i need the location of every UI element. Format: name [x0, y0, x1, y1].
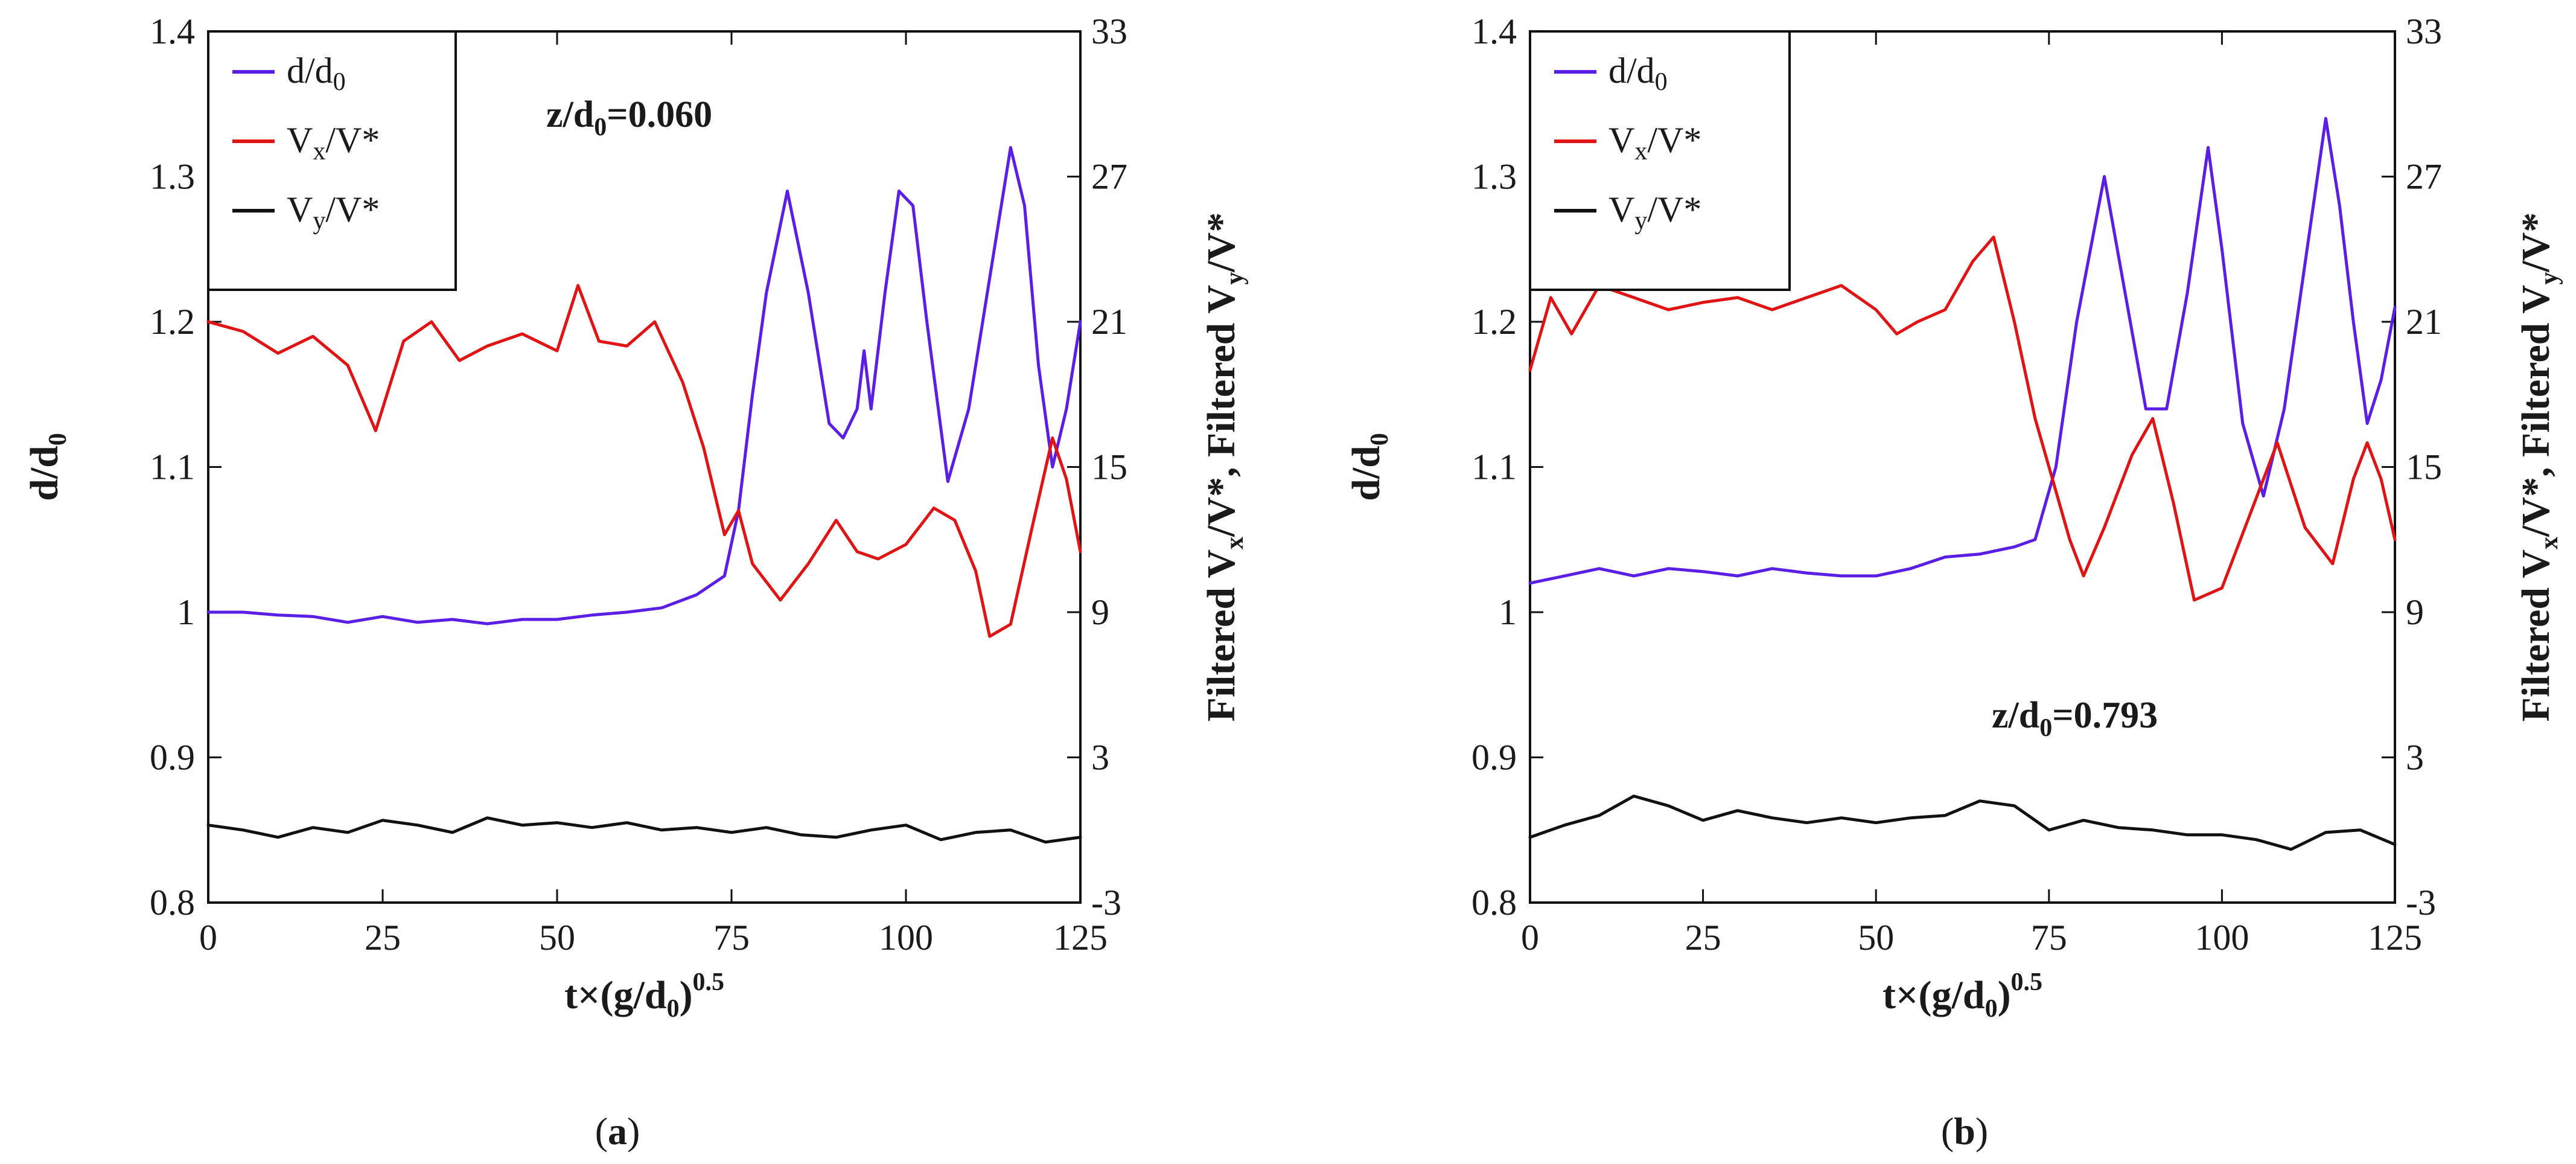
y-right-tick-label: 9: [2406, 592, 2424, 632]
x-tick-label: 50: [539, 918, 575, 958]
y-right-tick-label: -3: [1091, 883, 1121, 923]
legend-label: Vy/V*: [287, 190, 380, 235]
panel-caption: (b): [1941, 1110, 1988, 1153]
panel-a: 0 25 50 75 100 125 0.8 0.9 1 1.1 1.2 1.3 1.4 -3 3 9 15 21…: [22, 11, 1249, 1153]
x-tick-label: 0: [1521, 918, 1539, 958]
legend-label: Vy/V*: [1608, 190, 1701, 235]
y-left-axis-label: d/d0: [22, 433, 72, 501]
y-left-axis-label: d/d0: [1344, 433, 1394, 501]
legend: d/d0 Vx/V* Vy/V*: [207, 30, 457, 291]
series-line-vy-v-: [1528, 795, 2397, 851]
y-right-tick-label: 27: [2406, 157, 2442, 197]
panel-caption: (a): [595, 1110, 640, 1153]
y-left-tick-label: 1: [177, 592, 195, 632]
y-left-tick-label: 1.3: [1471, 157, 1517, 197]
panel-b: 0 25 50 75 100 125 0.8 0.9 1 1.1 1.2 1.3 1.4 -3 3 9 15 21…: [1344, 11, 2563, 1153]
z-annotation: z/d0=0.060: [546, 94, 712, 141]
x-tick-label: 75: [2031, 918, 2067, 958]
series-line-vx-v-: [206, 284, 1082, 638]
y-right-tick-label: 21: [1091, 302, 1127, 342]
legend-box: [1529, 30, 1791, 291]
x-tick-label: 25: [1685, 918, 1721, 958]
z-annotation: z/d0=0.793: [1992, 695, 2158, 742]
y-right-axis-label: Filtered Vx/V*, Filtered Vy/V*: [2514, 213, 2563, 722]
y-left-tick-label: 1.4: [1471, 11, 1517, 51]
y-left-tick-label: 1.1: [150, 447, 195, 487]
legend-label: Vx/V*: [1608, 120, 1701, 165]
y-left-tick-label: 1.2: [1471, 302, 1517, 342]
series-line-d-d0: [206, 146, 1082, 625]
legend-label: Vx/V*: [287, 120, 380, 165]
series-line-d-d0: [1528, 117, 2397, 585]
x-tick-label: 100: [879, 918, 933, 958]
x-tick-label: 0: [199, 918, 217, 958]
y-right-tick-label: 21: [2406, 302, 2442, 342]
y-left-tick-label: 1: [1499, 592, 1517, 632]
legend-box: [207, 30, 457, 291]
y-right-axis-label: Filtered Vx/V*, Filtered Vy/V*: [1199, 213, 1249, 722]
y-right-tick-label: 33: [2406, 11, 2442, 51]
y-right-tick-label: 9: [1091, 592, 1109, 632]
x-tick-label: 100: [2195, 918, 2249, 958]
series-line-vx-v-: [1528, 235, 2397, 602]
y-right-tick-label: 15: [2406, 447, 2442, 487]
y-right-tick-label: 3: [2406, 738, 2424, 778]
x-tick-label: 125: [1053, 918, 1108, 958]
y-left-tick-label: 0.9: [150, 738, 195, 778]
y-right-tick-label: 3: [1091, 738, 1109, 778]
y-left-tick-label: 0.9: [1471, 738, 1517, 778]
y-right-tick-label: 27: [1091, 157, 1127, 197]
y-left-tick-label: 0.8: [150, 883, 195, 923]
y-right-tick-label: 15: [1091, 447, 1127, 487]
series-line-vy-v-: [206, 816, 1082, 844]
y-left-tick-label: 1.1: [1471, 447, 1517, 487]
legend: d/d0 Vx/V* Vy/V*: [1529, 30, 1791, 291]
legend-label: d/d0: [1608, 51, 1668, 96]
x-tick-label: 25: [365, 918, 401, 958]
x-tick-label: 75: [713, 918, 750, 958]
y-left-tick-label: 1.2: [150, 302, 195, 342]
x-axis-label: t×(g/d0)0.5: [564, 968, 724, 1023]
x-axis-label: t×(g/d0)0.5: [1883, 968, 2042, 1023]
x-tick-label: 125: [2368, 918, 2422, 958]
y-right-tick-label: -3: [2406, 883, 2436, 923]
y-left-tick-label: 1.4: [150, 11, 195, 51]
y-left-tick-label: 1.3: [150, 157, 195, 197]
y-right-tick-label: 33: [1091, 11, 1127, 51]
x-tick-label: 50: [1858, 918, 1894, 958]
y-left-tick-label: 0.8: [1471, 883, 1517, 923]
legend-label: d/d0: [287, 51, 346, 96]
